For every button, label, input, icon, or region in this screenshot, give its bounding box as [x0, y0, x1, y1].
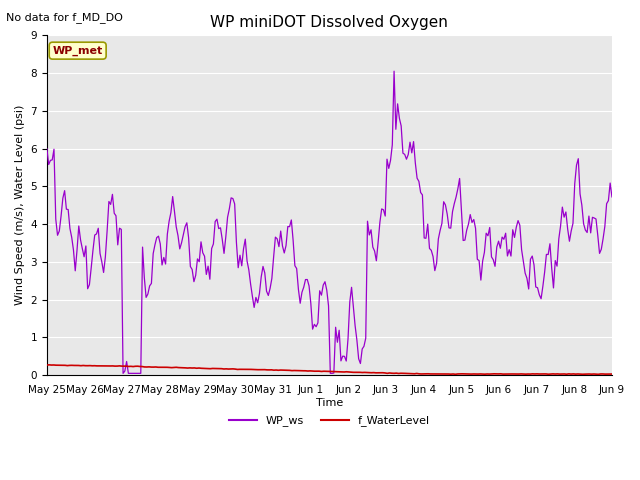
Title: WP miniDOT Dissolved Oxygen: WP miniDOT Dissolved Oxygen [211, 15, 449, 30]
Legend: WP_ws, f_WaterLevel: WP_ws, f_WaterLevel [225, 411, 434, 431]
Text: WP_met: WP_met [52, 46, 103, 56]
Text: No data for f_MD_DO: No data for f_MD_DO [6, 12, 124, 23]
Y-axis label: Wind Speed (m/s), Water Level (psi): Wind Speed (m/s), Water Level (psi) [15, 105, 25, 305]
X-axis label: Time: Time [316, 398, 343, 408]
